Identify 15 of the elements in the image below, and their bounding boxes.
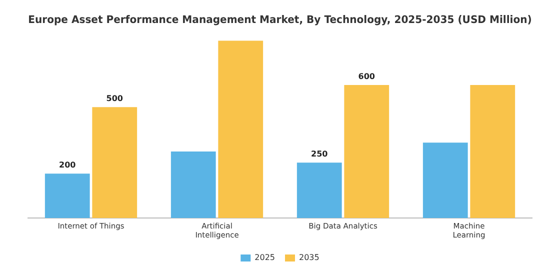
data-label: 200 bbox=[59, 160, 76, 170]
bar bbox=[92, 107, 138, 218]
legend-label: 2025 bbox=[254, 253, 275, 262]
data-label: 250 bbox=[311, 150, 328, 159]
bar bbox=[296, 162, 342, 218]
bar bbox=[218, 40, 264, 218]
bar bbox=[44, 174, 90, 218]
bar bbox=[170, 151, 216, 218]
legend-label: 2035 bbox=[299, 253, 320, 262]
bar bbox=[344, 84, 390, 218]
data-label: 500 bbox=[106, 94, 124, 104]
bar bbox=[422, 142, 468, 218]
bar bbox=[470, 84, 516, 218]
data-label: 600 bbox=[358, 72, 376, 82]
chart-title: Europe Asset Performance Management Market, By Technology, 2025-2035 (USD Million) bbox=[28, 14, 532, 26]
